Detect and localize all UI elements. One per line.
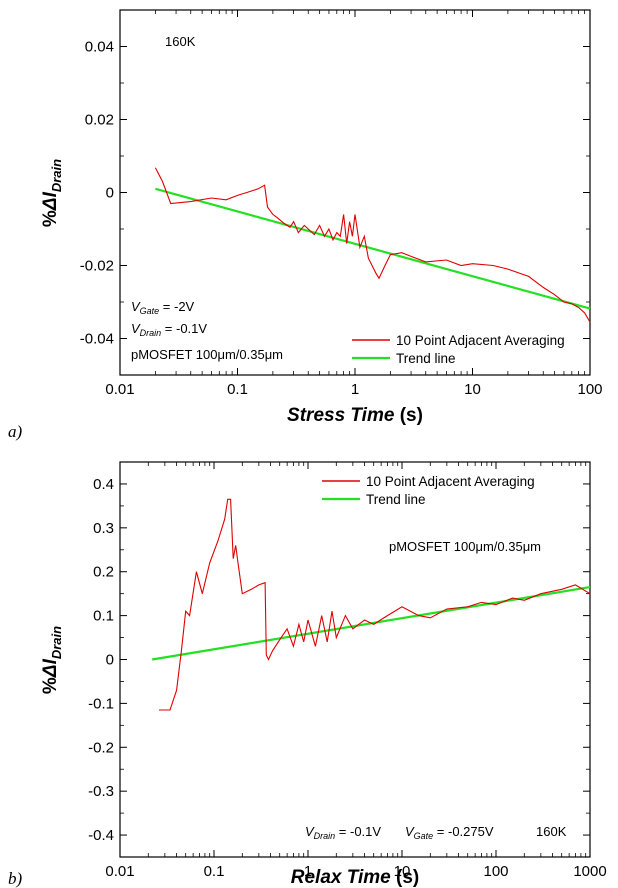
panel-b-panel-letter: b) [8,869,23,888]
y-tick-label: 0 [106,185,114,202]
y-tick-label: -0.04 [80,331,114,348]
panel-a-vgate-label: VGate = -2V [131,299,195,316]
panel-b-temperature-label: 160K [536,824,567,839]
x-tick-label: 0.01 [105,381,134,398]
x-tick-label: 10 [464,381,481,398]
panel-b-legend-label-trend: Trend line [366,492,426,507]
x-tick-label: 0.1 [227,381,248,398]
panel-b-plot-frame [119,461,591,858]
panel-b-legend-label-averaging: 10 Point Adjacent Averaging [366,474,535,489]
panel-a-tick-labels: 0.01 0.1 1 10 100 -0.04 -0.02 0 0.02 0.04 [80,39,603,399]
y-tick-label: 0 [106,652,114,669]
panel-b-axis-ticks [119,462,591,857]
panel-a-device-label: pMOSFET 100μm/0.35μm [131,347,283,362]
y-tick-label: 0.3 [93,520,114,537]
x-tick-label: 0.1 [204,863,225,880]
panel-b-y-axis-title: %ΔIDrain [40,626,64,694]
panel-b-vgate-label: VGate = -0.275V [405,824,494,841]
panel-a-series-averaging [154,167,591,323]
y-tick-label: -0.4 [88,827,114,844]
x-tick-label: 1 [351,381,359,398]
panel-b-x-axis-title: Relax Time (s) [291,867,419,888]
panel-a-axis-ticks [119,10,591,375]
panel-a-plot-frame [119,9,591,376]
panel-b-legend: 10 Point Adjacent Averaging Trend line [322,474,535,507]
y-tick-label: -0.1 [88,695,114,712]
y-tick-label: -0.2 [88,739,114,756]
panel-a-temperature-label: 160K [165,34,196,49]
panel-a-y-axis-title: %ΔIDrain [40,159,64,227]
panel-b: 0.01 0.1 1 10 100 1000 -0.4 -0.3 -0.2 -0.1 0 0.1 0.2… [8,461,607,888]
panel-a: 0.01 0.1 1 10 100 -0.04 -0.02 0 0.02 0.04 160K VG… [8,9,603,441]
panel-a-panel-letter: a) [8,422,23,441]
panel-a-vdrain-label: VDrain = -0.1V [131,321,207,338]
x-tick-label: 1000 [573,863,606,880]
panel-a-legend-label-trend: Trend line [396,351,456,366]
y-tick-label: -0.02 [80,258,114,275]
panel-b-tick-labels: 0.01 0.1 1 10 100 1000 -0.4 -0.3 -0.2 -0.1 0 0.1 0.2… [88,476,607,880]
y-tick-label: 0.1 [93,608,114,625]
panel-b-device-label: pMOSFET 100μm/0.35μm [389,539,541,554]
panel-a-legend-label-averaging: 10 Point Adjacent Averaging [396,333,565,348]
x-tick-label: 100 [483,863,508,880]
panel-a-legend: 10 Point Adjacent Averaging Trend line [352,333,565,366]
x-tick-label: 0.01 [105,863,134,880]
x-tick-label: 10 [394,863,411,880]
y-tick-label: 0.04 [85,39,114,56]
panel-a-x-axis-title: Stress Time (s) [287,405,423,426]
y-tick-label: 0.2 [93,564,114,581]
panel-b-vdrain-label: VDrain = -0.1V [305,824,381,841]
x-tick-label: 100 [577,381,602,398]
panel-b-series-averaging [159,498,591,711]
y-tick-label: 0.4 [93,476,114,493]
y-tick-label: 0.02 [85,112,114,129]
y-tick-label: -0.3 [88,783,114,800]
panel-a-series-trend-line [155,187,591,310]
x-tick-label: 1 [304,863,312,880]
